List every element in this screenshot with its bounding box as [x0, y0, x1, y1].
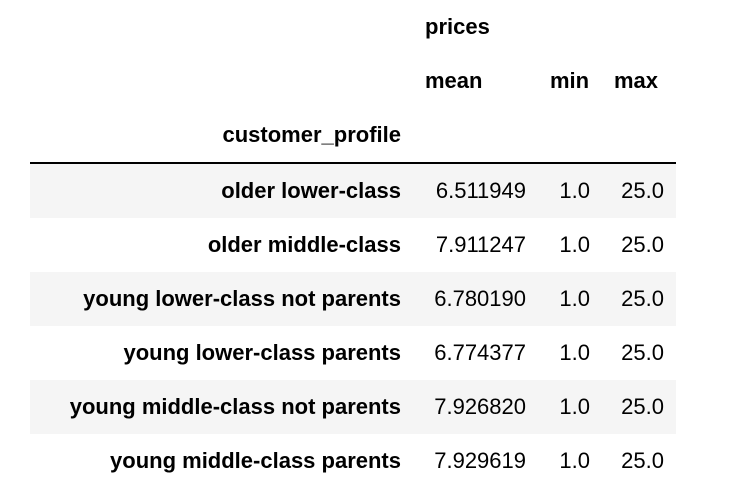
- cell-max: 25.0: [602, 163, 676, 218]
- index-name-header: customer_profile: [30, 108, 413, 164]
- table-row: young middle-class not parents 7.926820 …: [30, 380, 676, 434]
- cell-min: 1.0: [538, 163, 602, 218]
- column-header-mean: mean: [413, 54, 538, 108]
- table-row: young lower-class not parents 6.780190 1…: [30, 272, 676, 326]
- cell-max: 25.0: [602, 326, 676, 380]
- table-row: older lower-class 6.511949 1.0 25.0: [30, 163, 676, 218]
- cell-min: 1.0: [538, 380, 602, 434]
- table-header: prices mean min max customer_profile: [30, 0, 676, 164]
- header-blank: [602, 108, 676, 164]
- table-row: older middle-class 7.911247 1.0 25.0: [30, 218, 676, 272]
- row-index-label: young lower-class not parents: [30, 272, 413, 326]
- table-body: older lower-class 6.511949 1.0 25.0 olde…: [30, 163, 676, 488]
- header-row-columns: mean min max: [30, 54, 676, 108]
- header-row-index-name: customer_profile: [30, 108, 676, 164]
- cell-max: 25.0: [602, 380, 676, 434]
- dataframe-table: prices mean min max customer_profile old…: [30, 0, 676, 488]
- header-blank: [30, 0, 413, 54]
- dataframe-output: prices mean min max customer_profile old…: [30, 0, 676, 488]
- cell-min: 1.0: [538, 434, 602, 488]
- header-blank: [30, 54, 413, 108]
- row-index-label: young lower-class parents: [30, 326, 413, 380]
- row-index-label: older middle-class: [30, 218, 413, 272]
- cell-min: 1.0: [538, 326, 602, 380]
- cell-min: 1.0: [538, 272, 602, 326]
- header-row-column-group: prices: [30, 0, 676, 54]
- header-blank: [538, 108, 602, 164]
- cell-max: 25.0: [602, 434, 676, 488]
- cell-mean: 7.926820: [413, 380, 538, 434]
- cell-mean: 7.929619: [413, 434, 538, 488]
- cell-mean: 6.511949: [413, 163, 538, 218]
- cell-mean: 6.780190: [413, 272, 538, 326]
- row-index-label: young middle-class parents: [30, 434, 413, 488]
- cell-mean: 6.774377: [413, 326, 538, 380]
- cell-mean: 7.911247: [413, 218, 538, 272]
- column-header-max: max: [602, 54, 676, 108]
- cell-max: 25.0: [602, 218, 676, 272]
- cell-max: 25.0: [602, 272, 676, 326]
- cell-min: 1.0: [538, 218, 602, 272]
- column-header-min: min: [538, 54, 602, 108]
- header-blank: [413, 108, 538, 164]
- table-row: young lower-class parents 6.774377 1.0 2…: [30, 326, 676, 380]
- column-group-header: prices: [413, 0, 676, 54]
- row-index-label: older lower-class: [30, 163, 413, 218]
- row-index-label: young middle-class not parents: [30, 380, 413, 434]
- table-row: young middle-class parents 7.929619 1.0 …: [30, 434, 676, 488]
